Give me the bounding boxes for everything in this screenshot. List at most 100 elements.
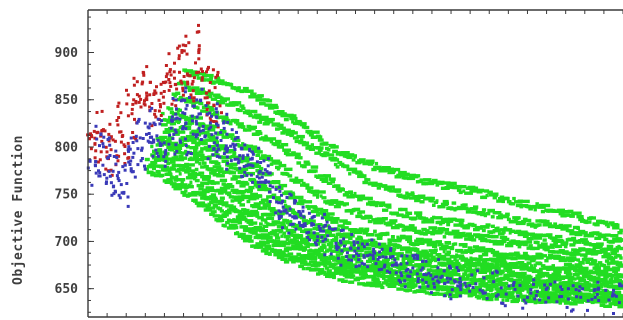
data-point bbox=[148, 140, 151, 144]
green-point bbox=[260, 236, 269, 240]
data-point bbox=[268, 190, 272, 194]
data-point bbox=[249, 173, 253, 177]
green-point bbox=[563, 244, 568, 249]
green-point bbox=[259, 243, 266, 247]
data-point bbox=[362, 254, 366, 258]
data-point bbox=[215, 143, 219, 147]
data-point bbox=[518, 283, 522, 287]
data-point bbox=[126, 195, 130, 199]
green-point bbox=[232, 218, 236, 222]
green-point bbox=[157, 138, 165, 142]
data-point bbox=[476, 269, 479, 273]
green-point bbox=[496, 226, 500, 230]
data-point bbox=[259, 161, 263, 164]
green-point bbox=[307, 256, 313, 260]
data-point bbox=[167, 78, 171, 81]
green-point bbox=[267, 207, 276, 211]
data-point bbox=[96, 160, 100, 164]
green-point bbox=[539, 203, 544, 208]
green-point bbox=[209, 212, 215, 216]
green-point bbox=[619, 264, 623, 268]
green-point bbox=[480, 238, 486, 243]
green-point bbox=[503, 276, 510, 280]
data-point bbox=[241, 156, 245, 160]
green-point bbox=[419, 178, 426, 182]
green-point bbox=[308, 248, 313, 252]
green-point bbox=[283, 203, 288, 208]
data-point bbox=[149, 80, 152, 84]
data-point bbox=[298, 224, 302, 228]
data-point bbox=[177, 44, 181, 48]
green-point bbox=[348, 190, 353, 194]
green-point bbox=[159, 135, 168, 140]
green-point bbox=[535, 219, 543, 223]
green-point bbox=[487, 269, 493, 273]
green-point bbox=[330, 180, 335, 184]
data-point bbox=[201, 70, 204, 73]
green-point bbox=[556, 208, 565, 212]
green-point bbox=[355, 171, 363, 175]
data-point bbox=[168, 68, 172, 72]
green-point bbox=[242, 215, 247, 219]
data-point bbox=[109, 148, 113, 152]
green-point bbox=[210, 199, 220, 204]
green-point bbox=[198, 161, 202, 166]
data-point bbox=[220, 111, 223, 115]
data-point bbox=[458, 294, 462, 298]
data-point bbox=[191, 132, 195, 136]
green-point bbox=[565, 272, 573, 276]
green-point bbox=[424, 220, 430, 224]
green-point bbox=[385, 231, 390, 236]
green-point bbox=[415, 263, 425, 267]
green-point bbox=[308, 260, 317, 264]
data-point bbox=[132, 151, 136, 155]
data-point bbox=[216, 73, 219, 77]
green-point bbox=[539, 253, 544, 257]
green-point bbox=[499, 213, 503, 217]
data-point bbox=[406, 267, 410, 271]
green-point bbox=[522, 299, 530, 303]
data-point bbox=[108, 122, 112, 126]
data-point bbox=[271, 185, 275, 189]
green-point bbox=[526, 222, 530, 227]
green-point bbox=[182, 115, 186, 119]
data-point bbox=[160, 119, 164, 123]
data-point bbox=[377, 268, 381, 272]
green-point bbox=[469, 293, 474, 297]
data-point bbox=[115, 174, 119, 178]
green-point bbox=[239, 190, 246, 194]
green-point bbox=[448, 285, 455, 289]
green-point bbox=[446, 260, 454, 264]
data-point bbox=[181, 127, 185, 131]
green-point bbox=[255, 115, 263, 120]
green-point bbox=[325, 239, 330, 243]
y-tick-label: 750 bbox=[55, 188, 79, 203]
series-1-points bbox=[86, 86, 623, 315]
green-point bbox=[353, 191, 357, 196]
data-point bbox=[214, 107, 218, 111]
data-point bbox=[185, 153, 189, 157]
green-point bbox=[223, 130, 227, 134]
green-point bbox=[346, 221, 352, 225]
green-point bbox=[184, 83, 188, 87]
green-point bbox=[323, 272, 333, 276]
data-point bbox=[232, 145, 236, 149]
data-point bbox=[139, 159, 143, 163]
green-point bbox=[303, 125, 310, 130]
green-point bbox=[276, 250, 286, 254]
data-point bbox=[89, 147, 93, 151]
green-point bbox=[521, 271, 527, 276]
green-point bbox=[242, 239, 250, 243]
data-point bbox=[347, 258, 351, 262]
data-point bbox=[491, 271, 495, 275]
green-point bbox=[346, 273, 350, 277]
green-point bbox=[349, 244, 356, 248]
green-point bbox=[248, 113, 253, 118]
data-point bbox=[114, 162, 118, 166]
green-point bbox=[237, 221, 243, 225]
green-point bbox=[241, 142, 245, 146]
green-point bbox=[560, 256, 566, 260]
data-point bbox=[151, 154, 155, 158]
green-point bbox=[556, 284, 561, 289]
green-point bbox=[451, 242, 455, 247]
